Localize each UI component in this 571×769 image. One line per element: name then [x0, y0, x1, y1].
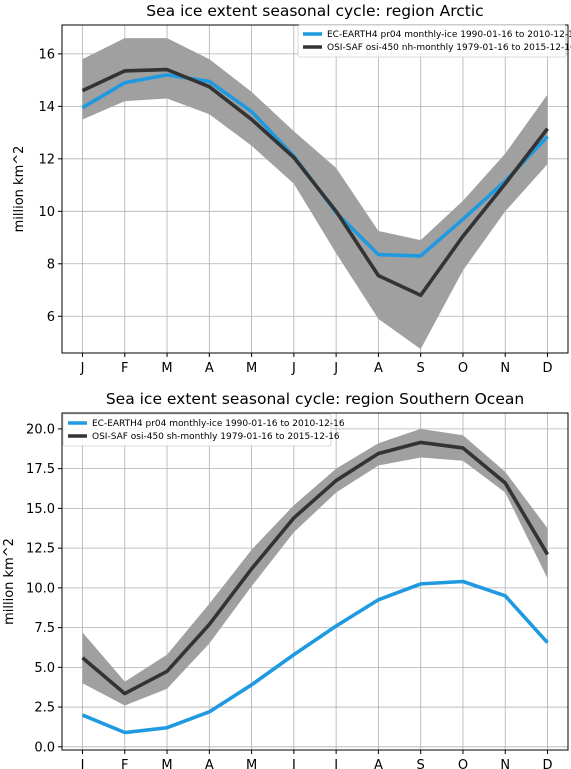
x-tick-label: M — [246, 758, 257, 769]
x-tick-label: A — [374, 758, 383, 769]
x-tick-label: M — [161, 758, 172, 769]
legend: EC-EARTH4 pr04 monthly-ice 1990-01-16 to… — [62, 413, 345, 447]
x-tick-label: J — [333, 758, 338, 769]
legend-label-observation: OSI-SAF osi-450 nh-monthly 1979-01-16 to… — [327, 43, 571, 53]
x-tick-label: J — [80, 758, 85, 769]
observation-series-line — [81, 440, 550, 696]
southern-ocean-chart-panel: J F M A M J J A S O N D 0.0 2.5 5.0 7.5 10.0 12.5 15.0 17.5… — [2, 390, 569, 769]
x-tick-label: D — [542, 361, 552, 376]
x-tick-label: N — [500, 361, 510, 376]
x-tick-label: O — [458, 361, 468, 376]
y-tick-label: 8 — [47, 257, 55, 272]
y-tick-label: 17.5 — [26, 462, 55, 477]
y-tick-label: 7.5 — [34, 621, 55, 636]
y-tick-label: 0.0 — [34, 740, 55, 755]
x-tick-label: M — [246, 361, 257, 376]
x-tick-label: F — [121, 758, 128, 769]
x-tick-label: A — [205, 758, 214, 769]
chart-title: Sea ice extent seasonal cycle: region Ar… — [146, 2, 483, 20]
x-tick-label: N — [500, 758, 510, 769]
plot-frame — [61, 412, 569, 751]
x-tick-label: A — [374, 361, 383, 376]
observation-spread-band — [82, 38, 548, 350]
legend-box — [62, 413, 332, 447]
y-tick-label: 20.0 — [26, 422, 55, 437]
observation-spread-band — [82, 428, 548, 706]
model-series-line — [81, 579, 549, 735]
y-tick-label: 10 — [38, 205, 55, 220]
legend-label-model: EC-EARTH4 pr04 monthly-ice 1990-01-16 to… — [327, 30, 571, 40]
y-tick-label: 14 — [38, 100, 55, 115]
x-tick-label: O — [458, 758, 468, 769]
arctic-chart-panel: J F M A M J J A S O N D 6 8 10 12 14 16 million km^2 Sea ic… — [12, 2, 571, 376]
x-tick-label: J — [291, 361, 296, 376]
y-tick-label: 15.0 — [26, 502, 55, 517]
x-tick-label: S — [417, 361, 425, 376]
x-tick-label: J — [80, 361, 85, 376]
y-tick-label: 12.5 — [26, 542, 55, 557]
observation-series-line — [81, 67, 549, 298]
x-tick-label: A — [205, 361, 214, 376]
x-tick-label: D — [542, 758, 552, 769]
x-tick-label: F — [121, 361, 128, 376]
legend-label-observation: OSI-SAF osi-450 sh-monthly 1979-01-16 to… — [92, 432, 340, 442]
y-tick-label: 6 — [47, 310, 55, 325]
x-tick-label: S — [417, 758, 425, 769]
y-axis-label: million km^2 — [12, 146, 27, 233]
y-axis-label: million km^2 — [2, 538, 17, 625]
y-tick-label: 12 — [38, 152, 55, 167]
y-tick-label: 10.0 — [26, 581, 55, 596]
y-tick-label: 2.5 — [34, 701, 55, 716]
x-tick-label: J — [291, 758, 296, 769]
legend-box — [297, 24, 567, 58]
legend-label-model: EC-EARTH4 pr04 monthly-ice 1990-01-16 to… — [92, 419, 345, 429]
x-tick-label: M — [161, 361, 172, 376]
y-tick-label: 16 — [38, 47, 55, 62]
y-tick-label: 5.0 — [34, 661, 55, 676]
chart-title: Sea ice extent seasonal cycle: region So… — [106, 390, 524, 408]
x-tick-label: J — [333, 361, 338, 376]
legend: EC-EARTH4 pr04 monthly-ice 1990-01-16 to… — [297, 24, 571, 58]
